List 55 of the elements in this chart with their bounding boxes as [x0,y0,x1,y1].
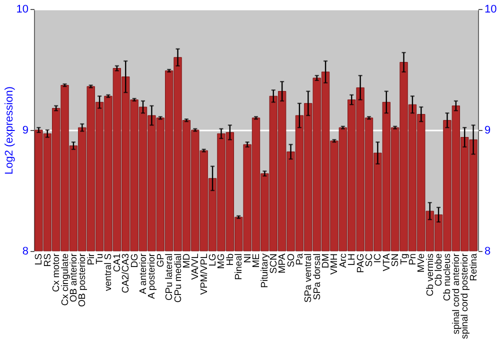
x-tick-label: VMH [329,253,340,275]
x-tick-label: Cb nucleus [442,253,454,302]
x-tick-label: PAG [355,254,366,273]
x-tick-label: DG [129,254,140,268]
x-tick-label: SN [390,253,402,267]
x-tick-label: ventral S [103,254,114,291]
y2-tick-label: 9 [484,124,491,136]
x-tick-label: Hb [224,254,236,266]
x-tick-label: spinal cord posterior [460,254,471,340]
x-tick-label: Arc [338,253,349,268]
x-tick-label: Cb vermis [424,253,436,296]
x-tick-label: A posterior [146,254,158,299]
x-tick-label: LH [346,253,358,266]
x-tick-label: DM [320,253,332,268]
y-tick-label: 8 [22,246,28,258]
x-tick-label: Retina [468,252,480,281]
x-tick-label: CPu medial [172,254,184,303]
y-tick-label: 10 [16,4,28,16]
x-tick-label: MVe [416,254,428,273]
x-tick-label: SCN [268,253,280,274]
x-tick-label: VA/VL [190,254,202,280]
x-tick-label: SPa dorsal [312,254,323,300]
x-tick-label: VTA [381,252,392,272]
x-tick-label: Pa [294,252,306,266]
x-tick-label: CPu lateral [164,254,176,300]
x-tick-label: IC [372,253,384,263]
x-tick-label: Pituitary [260,253,271,288]
x-tick-label: LS [34,254,45,266]
x-tick-label: Tg [398,254,410,265]
x-tick-label: MG [216,254,228,269]
x-tick-label: VPM/VPL [198,254,210,295]
y2-tick-label: 10 [484,4,497,16]
y-tick-label: 9 [22,124,28,136]
x-tick-label: GP [155,254,166,268]
x-tick-label: CA1 [112,254,123,272]
x-tick-label: SC [364,253,375,267]
x-tick-label: ME [251,254,262,268]
y2-tick-label: 8 [484,246,491,258]
x-tick-label: MPA [277,252,288,274]
x-tick-label: Pir [86,254,97,266]
x-tick-label: Cb lobe [434,254,445,286]
x-tick-label: A anterior [138,254,149,294]
y-axis-title: Log2 (expression) [3,86,16,175]
x-tick-label: Pineal [234,254,245,280]
x-tick-label: NI [242,254,254,263]
x-tick-label: Cx cingulate [60,254,71,306]
x-tick-label: Cx motor [51,254,62,292]
x-tick-label: SO [286,254,297,268]
x-tick-label: MD [181,253,192,268]
x-tick-label: SPa ventral [303,254,314,303]
x-tick-label: OB anterior [68,254,80,302]
x-tick-label: CA2/CA3 [120,254,132,294]
x-tick-label: RS [42,254,54,267]
x-tick-label: OB posterior [77,254,88,307]
x-tick-label: spinal cord anterior [450,254,462,334]
